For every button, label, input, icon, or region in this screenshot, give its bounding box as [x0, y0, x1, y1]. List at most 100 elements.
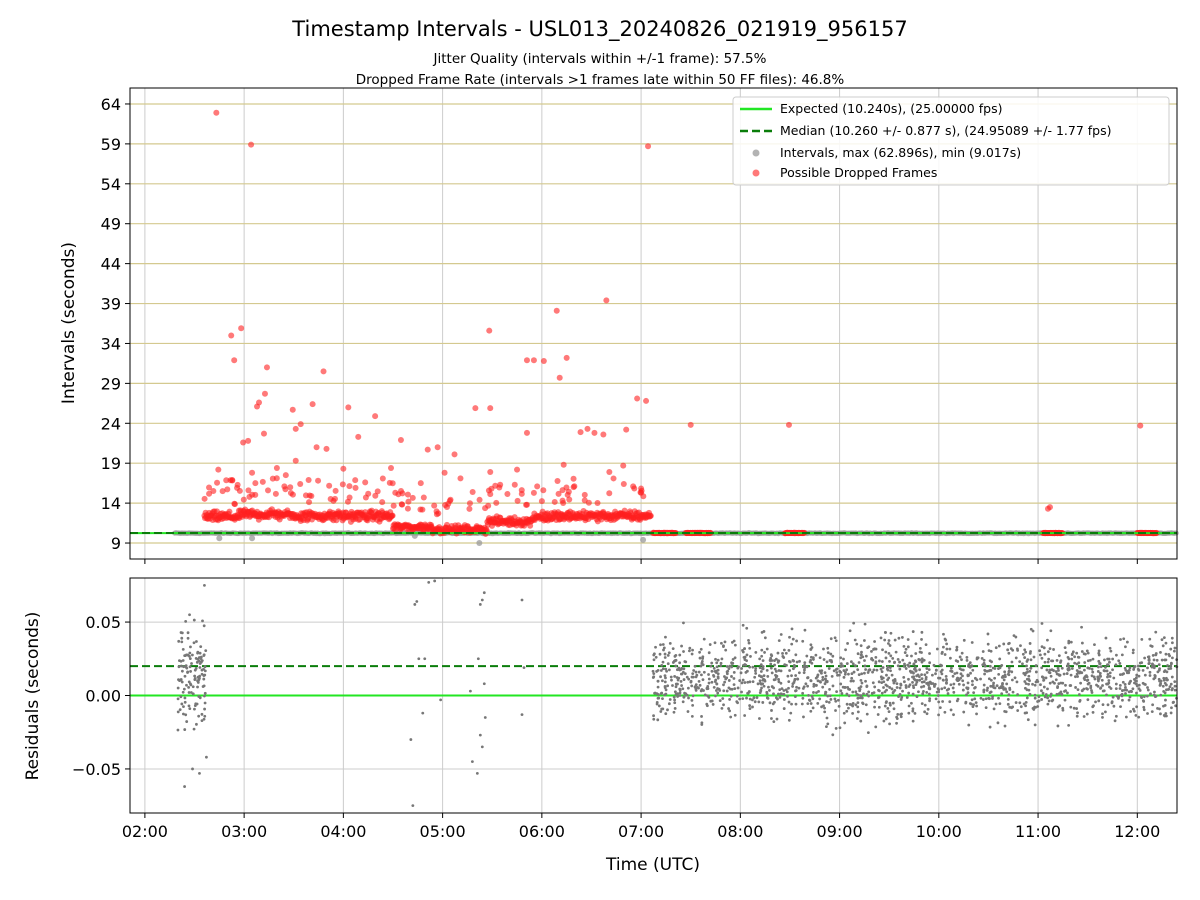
- residual-point: [964, 700, 968, 704]
- residual-point: [808, 699, 812, 703]
- residual-point: [712, 685, 716, 689]
- residual-point: [914, 683, 918, 686]
- residual-point: [664, 692, 668, 696]
- residual-point: [873, 685, 877, 689]
- residual-point: [895, 686, 899, 689]
- residual-point: [758, 657, 762, 661]
- residual-point: [975, 678, 979, 682]
- residual-point: [824, 674, 828, 678]
- residual-point: [864, 679, 867, 683]
- residual-point: [769, 662, 773, 666]
- residual-point: [195, 660, 199, 664]
- residual-point: [673, 674, 677, 678]
- dropped-frame-point: [540, 487, 547, 494]
- legend-box: [732, 96, 1170, 186]
- residual-point: [867, 668, 871, 672]
- residual-point: [1040, 656, 1044, 660]
- residual-point: [899, 698, 903, 701]
- residual-point: [1052, 669, 1055, 672]
- residual-point: [740, 690, 743, 694]
- residual-point: [666, 662, 670, 666]
- residual-point: [688, 649, 691, 653]
- residual-point: [945, 678, 948, 682]
- residual-point: [729, 715, 733, 719]
- residual-point: [752, 696, 756, 700]
- dropped-frame-point: [273, 464, 280, 471]
- residual-point: [702, 670, 706, 674]
- residual-point: [1056, 666, 1060, 670]
- residual-point: [1046, 687, 1049, 691]
- residual-point: [1093, 643, 1096, 647]
- residual-point: [1091, 705, 1095, 709]
- residual-point: [736, 686, 740, 690]
- dropped-frame-point: [305, 476, 312, 483]
- residual-point: [700, 659, 704, 663]
- x-tick-label: 05:00: [420, 822, 466, 841]
- residual-point: [1051, 698, 1055, 702]
- dropped-frame-point: [355, 433, 362, 440]
- residual-point: [857, 686, 861, 690]
- residual-point: [842, 675, 846, 679]
- dropped-frame-point: [362, 494, 369, 501]
- residual-point: [859, 685, 863, 689]
- residuals-reference-lines: [130, 665, 1177, 697]
- residual-point: [849, 679, 853, 683]
- residual-point: [1036, 705, 1040, 708]
- residual-point: [782, 689, 786, 692]
- dropped-frame-point: [434, 444, 441, 451]
- dropped-frame-point: [451, 451, 458, 458]
- dropped-frame-point: [379, 475, 386, 482]
- residual-point: [866, 731, 870, 735]
- residual-point: [913, 711, 917, 715]
- residual-point: [198, 666, 202, 669]
- residual-point: [972, 691, 976, 694]
- residual-point: [196, 685, 199, 689]
- residual-point: [940, 668, 944, 672]
- residual-point: [1090, 689, 1093, 692]
- residual-point: [880, 681, 884, 685]
- residual-point: [1106, 682, 1110, 686]
- residual-point: [751, 698, 754, 702]
- residual-point: [656, 679, 660, 683]
- residual-point: [1038, 653, 1042, 657]
- residual-point: [683, 672, 687, 676]
- residual-point: [1114, 653, 1118, 657]
- residual-point: [722, 689, 726, 693]
- residual-point: [907, 704, 911, 708]
- residual-point: [865, 692, 869, 696]
- residual-point: [1147, 657, 1151, 661]
- residual-point: [1131, 687, 1135, 691]
- residual-point: [940, 672, 944, 676]
- residual-point: [882, 719, 886, 723]
- residual-point: [845, 702, 849, 706]
- dropped-frame-point: [313, 444, 320, 451]
- residual-point: [903, 680, 906, 684]
- dropped-frame-point: [514, 466, 521, 473]
- residual-point: [1046, 696, 1050, 700]
- residual-point: [1009, 647, 1013, 651]
- residual-point: [814, 683, 818, 687]
- residual-point: [1054, 670, 1058, 673]
- residual-point: [774, 657, 778, 661]
- residual-point: [745, 626, 749, 630]
- residual-point: [757, 700, 761, 704]
- residual-point: [1040, 622, 1044, 625]
- residual-point: [887, 642, 890, 645]
- residual-point: [729, 694, 733, 698]
- dropped-frame-point: [563, 354, 570, 361]
- residual-point: [883, 704, 887, 708]
- residual-point: [923, 710, 927, 714]
- dropped-frame-point: [566, 496, 573, 503]
- residual-point: [743, 714, 747, 717]
- residual-point: [1078, 698, 1082, 702]
- residual-point: [1154, 653, 1158, 657]
- residual-point: [770, 685, 774, 688]
- residual-point: [196, 651, 200, 655]
- residual-point: [1003, 687, 1007, 691]
- residual-point: [737, 665, 740, 669]
- residual-point: [678, 661, 682, 665]
- residual-point: [1109, 649, 1113, 653]
- dropped-frame-point: [584, 425, 591, 432]
- residual-point: [683, 660, 687, 663]
- dropped-frame-point: [346, 483, 353, 490]
